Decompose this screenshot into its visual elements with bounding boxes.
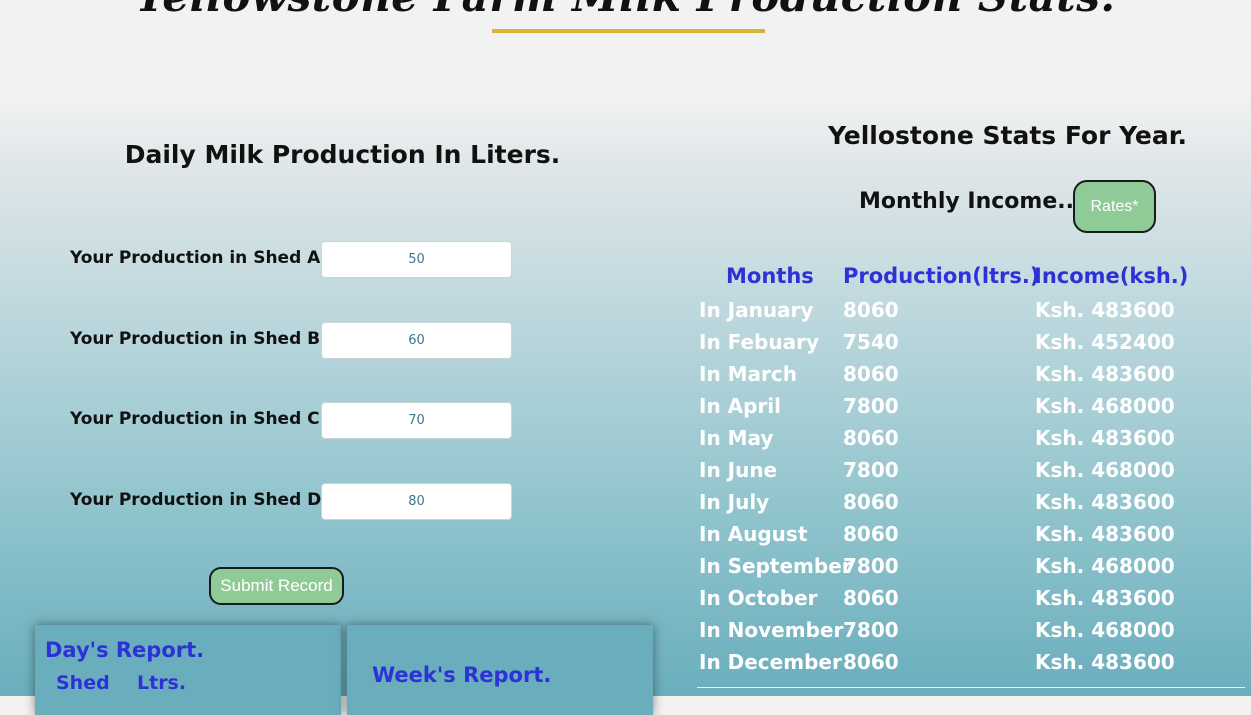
income-cell: Ksh. 483600 bbox=[1035, 586, 1175, 610]
production-cell: 8060 bbox=[843, 362, 899, 386]
income-cell: Ksh. 452400 bbox=[1035, 330, 1175, 354]
production-cell: 7800 bbox=[843, 618, 899, 642]
shed-c-label: Your Production in Shed C bbox=[70, 409, 320, 429]
monthly-income-heading: Monthly Income... bbox=[859, 189, 1083, 214]
production-cell: 8060 bbox=[843, 522, 899, 546]
shed-a-label: Your Production in Shed A bbox=[70, 248, 321, 268]
week-report-title: Week's Report. bbox=[372, 663, 552, 687]
income-cell: Ksh. 468000 bbox=[1035, 554, 1175, 578]
month-cell: In January bbox=[699, 298, 814, 322]
production-cell: 7800 bbox=[843, 394, 899, 418]
production-cell: 7800 bbox=[843, 554, 899, 578]
yearly-stats-heading: Yellostone Stats For Year. bbox=[827, 121, 1188, 150]
day-report-col-ltrs: Ltrs. bbox=[137, 672, 187, 694]
month-cell: In August bbox=[699, 522, 808, 546]
shed-c-input[interactable] bbox=[321, 402, 512, 439]
rates-button[interactable]: Rates* bbox=[1073, 180, 1156, 233]
shed-d-row: Your Production in Shed D bbox=[70, 483, 520, 521]
shed-d-label: Your Production in Shed D bbox=[70, 490, 322, 510]
shed-d-input[interactable] bbox=[321, 483, 512, 520]
table-divider bbox=[697, 687, 1245, 688]
month-cell: In June bbox=[699, 458, 778, 482]
month-cell: In October bbox=[699, 586, 818, 610]
month-cell: In July bbox=[699, 490, 770, 514]
production-cell: 8060 bbox=[843, 490, 899, 514]
col-header-income: Income(ksh.) bbox=[1034, 264, 1189, 288]
shed-b-label: Your Production in Shed B bbox=[70, 329, 321, 349]
shed-c-row: Your Production in Shed C bbox=[70, 402, 520, 440]
income-cell: Ksh. 483600 bbox=[1035, 298, 1175, 322]
table-row: In January 8060 Ksh. 483600 bbox=[697, 294, 1245, 326]
month-cell: In September bbox=[699, 554, 852, 578]
shed-a-input[interactable] bbox=[321, 241, 512, 278]
daily-production-heading: Daily Milk Production In Liters. bbox=[124, 140, 561, 169]
shed-b-row: Your Production in Shed B bbox=[70, 322, 520, 360]
table-row: In November 7800 Ksh. 468000 bbox=[697, 614, 1245, 646]
col-header-months: Months bbox=[726, 264, 814, 288]
month-cell: In April bbox=[699, 394, 782, 418]
table-row: In April 7800 Ksh. 468000 bbox=[697, 390, 1245, 422]
table-row: In May 8060 Ksh. 483600 bbox=[697, 422, 1245, 454]
income-cell: Ksh. 483600 bbox=[1035, 522, 1175, 546]
shed-b-input[interactable] bbox=[321, 322, 512, 359]
income-cell: Ksh. 468000 bbox=[1035, 458, 1175, 482]
week-report-card: Week's Report. bbox=[347, 625, 653, 715]
submit-record-button[interactable]: Submit Record bbox=[209, 567, 344, 605]
table-row: In July 8060 Ksh. 483600 bbox=[697, 486, 1245, 518]
income-cell: Ksh. 483600 bbox=[1035, 362, 1175, 386]
production-cell: 8060 bbox=[843, 426, 899, 450]
table-row: In December 8060 Ksh. 483600 bbox=[697, 646, 1245, 678]
income-cell: Ksh. 468000 bbox=[1035, 394, 1175, 418]
income-cell: Ksh. 483600 bbox=[1035, 426, 1175, 450]
table-row: In June 7800 Ksh. 468000 bbox=[697, 454, 1245, 486]
income-cell: Ksh. 483600 bbox=[1035, 650, 1175, 674]
production-cell: 7540 bbox=[843, 330, 899, 354]
income-cell: Ksh. 483600 bbox=[1035, 490, 1175, 514]
production-cell: 8060 bbox=[843, 650, 899, 674]
shed-a-row: Your Production in Shed A bbox=[70, 241, 520, 279]
production-cell: 8060 bbox=[843, 298, 899, 322]
col-header-production: Production(ltrs.) bbox=[843, 264, 1040, 288]
day-report-title: Day's Report. bbox=[45, 638, 205, 662]
title-underline bbox=[492, 29, 765, 33]
day-report-col-shed: Shed bbox=[56, 672, 110, 694]
table-row: In August 8060 Ksh. 483600 bbox=[697, 518, 1245, 550]
table-row: In March 8060 Ksh. 483600 bbox=[697, 358, 1245, 390]
day-report-card: Day's Report. Shed Ltrs. bbox=[35, 625, 341, 715]
income-cell: Ksh. 468000 bbox=[1035, 618, 1175, 642]
month-cell: In March bbox=[699, 362, 797, 386]
month-cell: In May bbox=[699, 426, 774, 450]
table-row: In Febuary 7540 Ksh. 452400 bbox=[697, 326, 1245, 358]
month-cell: In December bbox=[699, 650, 842, 674]
month-cell: In Febuary bbox=[699, 330, 820, 354]
page-title: Yellowstone Farm Milk Production Stats. bbox=[0, 0, 1251, 21]
month-cell: In November bbox=[699, 618, 844, 642]
production-cell: 8060 bbox=[843, 586, 899, 610]
table-row: In October 8060 Ksh. 483600 bbox=[697, 582, 1245, 614]
table-row: In September 7800 Ksh. 468000 bbox=[697, 550, 1245, 582]
production-cell: 7800 bbox=[843, 458, 899, 482]
